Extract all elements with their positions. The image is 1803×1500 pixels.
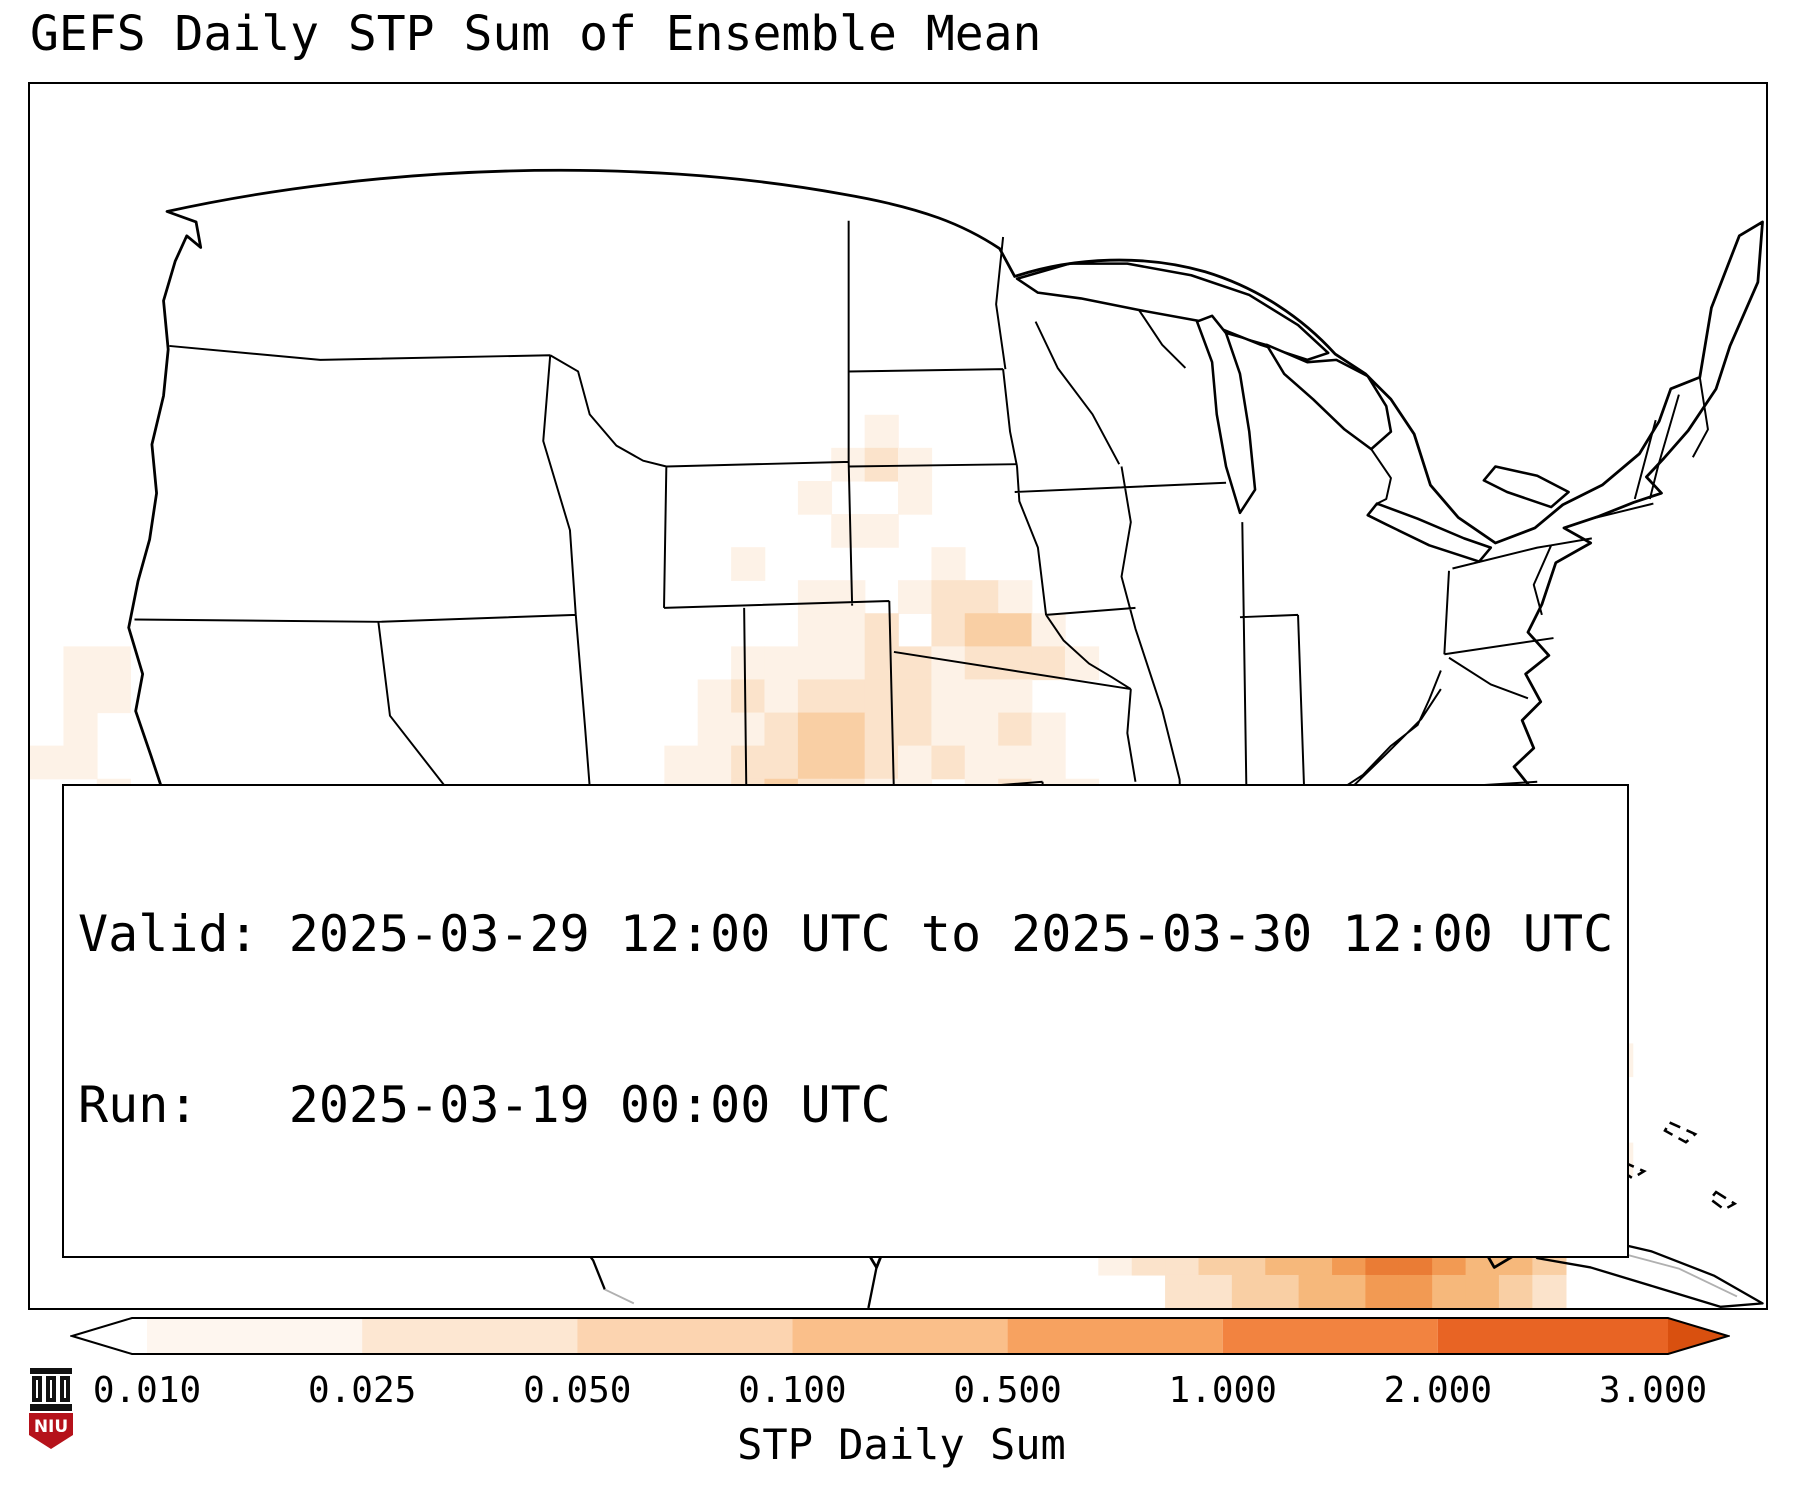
castle-icon: [30, 1368, 72, 1411]
niu-shield: [29, 1413, 73, 1449]
lake-ontario: [1482, 465, 1570, 509]
page-title: GEFS Daily STP Sum of Ensemble Mean: [30, 6, 1042, 62]
colorbar-tick-label: 0.050: [523, 1370, 631, 1411]
colorbar: 0.010 0.025 0.050 0.100 0.500 1.000 2.000 3.000: [70, 1317, 1730, 1411]
colorbar-tick-label: 1.000: [1169, 1370, 1277, 1411]
run-time-line: Run: 2025-03-19 00:00 UTC: [78, 1076, 891, 1134]
info-box: Valid: 2025-03-29 12:00 UTC to 2025-03-3…: [62, 784, 1630, 1258]
colorbar-label: STP Daily Sum: [737, 1420, 1066, 1469]
lake-michigan: [1195, 314, 1257, 515]
colorbar-tick-label: 3.000: [1599, 1370, 1707, 1411]
lake-superior: [1015, 262, 1330, 362]
bahamas-islands: [1616, 1120, 1738, 1211]
map: Valid: 2025-03-29 12:00 UTC to 2025-03-3…: [28, 82, 1768, 1310]
valid-time-line: Valid: 2025-03-29 12:00 UTC to 2025-03-3…: [78, 905, 1614, 963]
lake-huron: [1265, 343, 1393, 451]
colorbar-tick-label: 0.010: [93, 1370, 201, 1411]
lake-erie: [1366, 502, 1493, 563]
colorbar-tick-label: 0.025: [308, 1370, 416, 1411]
colorbar-left-arrow: [72, 1318, 132, 1354]
colorbar-tick-label: 0.100: [738, 1370, 846, 1411]
great-lakes: [1015, 262, 1570, 563]
niu-logo-text: NIU: [34, 1417, 68, 1437]
colorbar-tick-label: 0.500: [953, 1370, 1061, 1411]
colorbar-right-arrow: [1668, 1318, 1728, 1354]
colorbar-tick-label: 2.000: [1384, 1370, 1492, 1411]
niu-logo: NIU: [29, 1368, 73, 1449]
